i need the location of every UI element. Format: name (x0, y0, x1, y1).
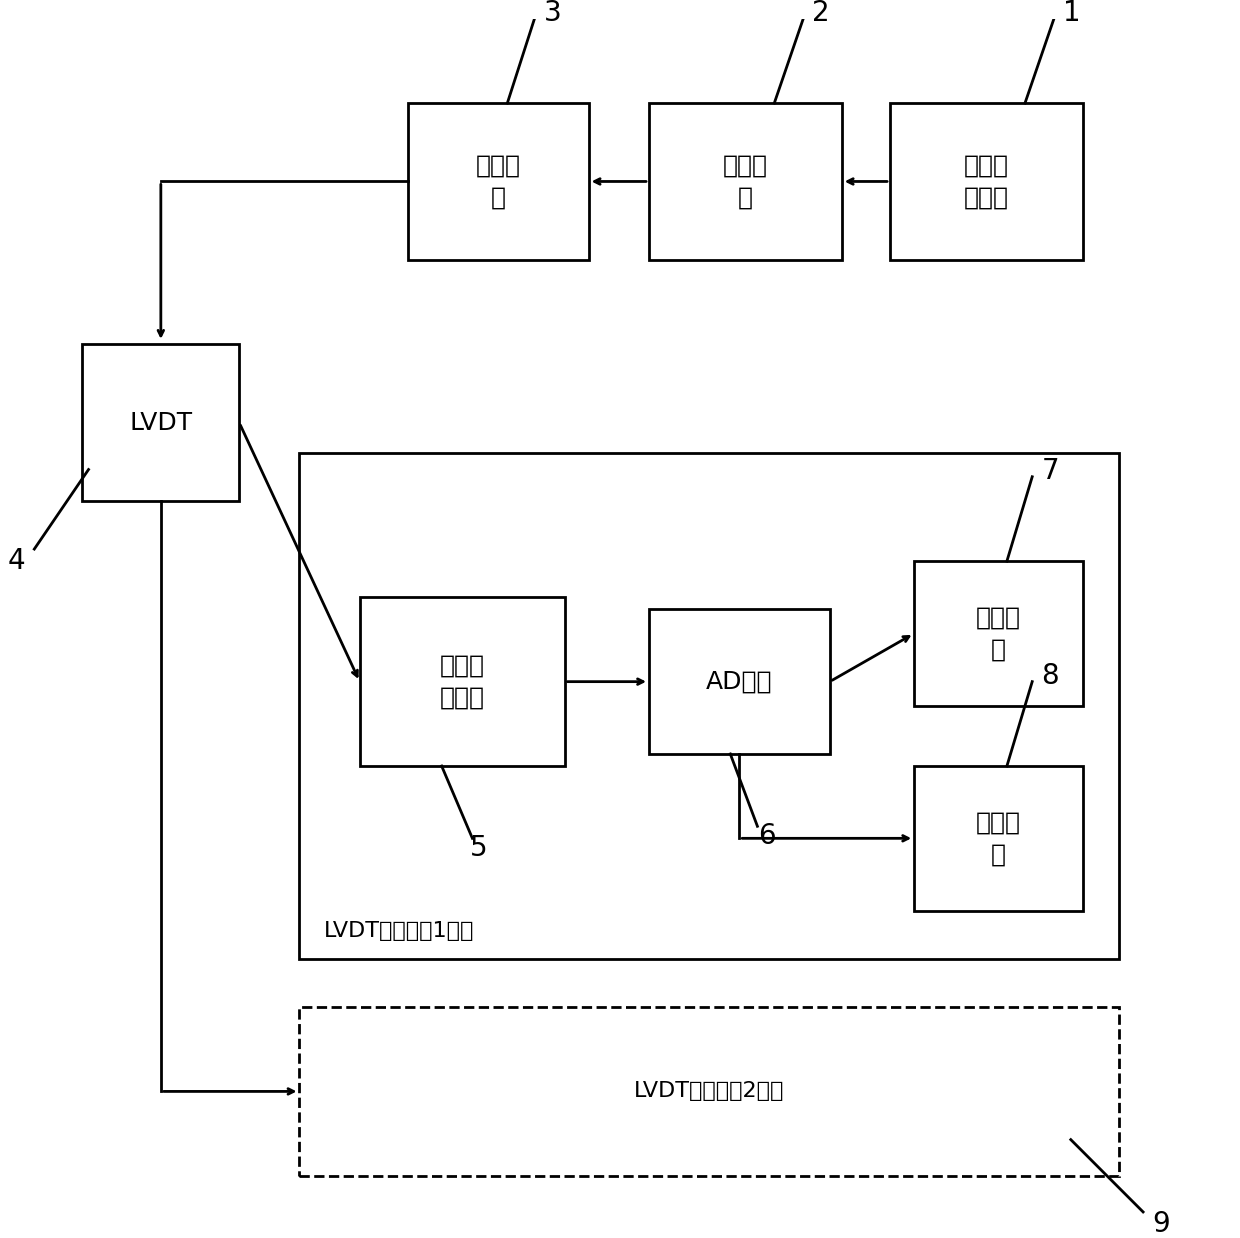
Text: 故障判
断: 故障判 断 (976, 811, 1021, 867)
Text: 7: 7 (1042, 457, 1059, 485)
Text: 1: 1 (1063, 0, 1081, 27)
Text: 4: 4 (7, 547, 25, 576)
Text: 频率发
生电路: 频率发 生电路 (963, 154, 1009, 209)
FancyBboxPatch shape (83, 344, 239, 501)
Text: 9: 9 (1152, 1210, 1171, 1238)
FancyBboxPatch shape (890, 103, 1083, 260)
Text: 3: 3 (543, 0, 562, 27)
Text: LVDT: LVDT (129, 411, 192, 435)
Text: LVDT次级线圈2检测: LVDT次级线圈2检测 (634, 1082, 785, 1102)
Bar (299, 1006, 1118, 1176)
Bar (299, 453, 1118, 959)
Text: 幅值调
理电路: 幅值调 理电路 (440, 654, 485, 709)
FancyBboxPatch shape (914, 766, 1083, 911)
Text: 模拟滤
波: 模拟滤 波 (723, 154, 768, 209)
FancyBboxPatch shape (914, 561, 1083, 706)
Text: LVDT次级线圈1检测: LVDT次级线圈1检测 (324, 921, 474, 941)
FancyBboxPatch shape (408, 103, 589, 260)
Text: 包络解
析: 包络解 析 (976, 605, 1021, 661)
FancyBboxPatch shape (360, 597, 564, 766)
Text: 6: 6 (758, 822, 776, 851)
Text: 5: 5 (470, 834, 487, 862)
FancyBboxPatch shape (649, 609, 830, 754)
Text: 2: 2 (812, 0, 830, 27)
FancyBboxPatch shape (649, 103, 842, 260)
Text: 驱动电
路: 驱动电 路 (476, 154, 521, 209)
Text: 8: 8 (1042, 661, 1059, 690)
Text: AD转换: AD转换 (706, 670, 773, 693)
